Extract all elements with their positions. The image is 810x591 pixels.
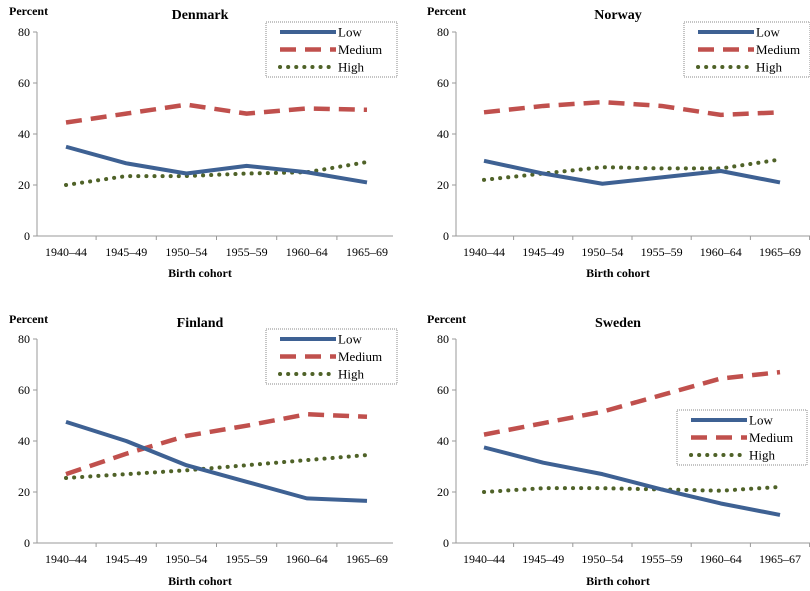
x-tick-label: 1955–59 bbox=[226, 552, 268, 566]
series-line-low bbox=[65, 144, 368, 185]
chart-title: Denmark bbox=[172, 8, 229, 23]
y-tick-label: 80 bbox=[437, 332, 449, 346]
legend-label-low: Low bbox=[749, 413, 773, 428]
x-tick-label: 1955–59 bbox=[641, 245, 683, 259]
series-line-medium bbox=[65, 102, 368, 125]
x-tick-label: 1960–64 bbox=[286, 245, 328, 259]
x-tick-label: 1950–54 bbox=[581, 245, 623, 259]
legend-label-medium: Medium bbox=[749, 430, 793, 445]
legend: Low Medium High bbox=[683, 21, 810, 78]
chart-panel-norway: 0 20 40 60 80 1940–44 1945–49 1950–54 1955–59 196… bbox=[427, 4, 810, 280]
series-line-low bbox=[483, 445, 781, 517]
series-line-medium bbox=[483, 99, 781, 118]
y-tick-label: 80 bbox=[437, 25, 449, 39]
x-tick-label: 1940–44 bbox=[463, 245, 505, 259]
legend: Low Medium High bbox=[265, 328, 398, 385]
y-axis-label: Percent bbox=[427, 4, 466, 18]
legend: Low Medium High bbox=[265, 21, 398, 78]
legend-label-high: High bbox=[749, 448, 776, 463]
y-tick-label: 0 bbox=[443, 229, 449, 243]
x-axis-label: Birth cohort bbox=[168, 266, 232, 280]
x-axis-label: Birth cohort bbox=[168, 574, 232, 588]
chart-panel-finland: 0 20 40 60 80 1940–44 1945–49 1950–54 1955–59 196… bbox=[9, 312, 398, 588]
x-axis-label: Birth cohort bbox=[586, 266, 650, 280]
x-tick-label: 1945–49 bbox=[522, 552, 564, 566]
x-tick-label: 1965–69 bbox=[346, 552, 388, 566]
x-tick-label: 1955–59 bbox=[641, 552, 683, 566]
y-tick-label: 20 bbox=[437, 178, 449, 192]
x-tick-label: 1950–54 bbox=[581, 552, 623, 566]
y-tick-label: 0 bbox=[443, 536, 449, 550]
y-tick-label: 80 bbox=[18, 332, 30, 346]
chart-title: Norway bbox=[594, 8, 641, 23]
x-tick-label: 1960–64 bbox=[700, 552, 742, 566]
y-tick-label: 20 bbox=[437, 485, 449, 499]
x-tick-label: 1965–67 bbox=[759, 552, 801, 566]
legend-label-high: High bbox=[338, 60, 365, 75]
x-axis-label: Birth cohort bbox=[586, 574, 650, 588]
x-tick-label: 1940–44 bbox=[45, 245, 87, 259]
x-tick-label: 1945–49 bbox=[522, 245, 564, 259]
series-line-medium bbox=[483, 369, 781, 437]
legend: Low Medium High bbox=[676, 409, 808, 466]
y-axis-label: Percent bbox=[9, 312, 48, 326]
legend-label-medium: Medium bbox=[338, 42, 382, 57]
x-tick-label: 1950–54 bbox=[165, 245, 207, 259]
y-tick-label: 20 bbox=[18, 178, 30, 192]
x-tick-label: 1940–44 bbox=[45, 552, 87, 566]
x-tick-label: 1960–64 bbox=[700, 245, 742, 259]
y-tick-label: 20 bbox=[18, 485, 30, 499]
x-tick-label: 1965–69 bbox=[346, 245, 388, 259]
y-tick-label: 40 bbox=[18, 434, 30, 448]
chart-panel-denmark: 0 20 40 60 80 1940–44 1945–49 1950–54 1955–59 196… bbox=[9, 4, 398, 280]
series-line-low bbox=[483, 158, 781, 186]
x-tick-label: 1950–54 bbox=[165, 552, 207, 566]
x-tick-label: 1965–69 bbox=[759, 245, 801, 259]
y-tick-label: 0 bbox=[24, 229, 30, 243]
y-tick-label: 80 bbox=[18, 25, 30, 39]
y-tick-label: 60 bbox=[437, 76, 449, 90]
y-tick-label: 60 bbox=[18, 76, 30, 90]
y-axis-label: Percent bbox=[9, 4, 48, 18]
x-tick-label: 1940–44 bbox=[463, 552, 505, 566]
x-tick-label: 1945–49 bbox=[105, 552, 147, 566]
series-line-high bbox=[482, 484, 782, 494]
legend-label-medium: Medium bbox=[338, 349, 382, 364]
legend-label-high: High bbox=[338, 367, 365, 382]
legend-label-low: Low bbox=[338, 332, 362, 347]
legend-label-low: Low bbox=[338, 25, 362, 40]
y-tick-label: 0 bbox=[24, 536, 30, 550]
chart-panel-sweden: 0 20 40 60 80 1940–44 1945–49 1950–54 1955–59 196… bbox=[427, 312, 810, 588]
y-tick-label: 60 bbox=[18, 383, 30, 397]
chart-title: Sweden bbox=[595, 316, 641, 331]
y-axis-label: Percent bbox=[427, 312, 466, 326]
series-line-medium bbox=[65, 411, 368, 477]
series-line-high bbox=[64, 453, 369, 480]
x-tick-label: 1955–59 bbox=[226, 245, 268, 259]
legend-label-low: Low bbox=[756, 25, 780, 40]
y-tick-label: 60 bbox=[437, 383, 449, 397]
series-line-high bbox=[482, 157, 782, 182]
y-tick-label: 40 bbox=[18, 127, 30, 141]
y-tick-label: 40 bbox=[437, 434, 449, 448]
x-tick-label: 1960–64 bbox=[286, 552, 328, 566]
series-line-low bbox=[65, 419, 368, 503]
series-line-high bbox=[64, 160, 369, 187]
legend-label-high: High bbox=[756, 60, 783, 75]
y-tick-label: 40 bbox=[437, 127, 449, 141]
chart-title: Finland bbox=[177, 316, 224, 331]
legend-label-medium: Medium bbox=[756, 42, 800, 57]
x-tick-label: 1945–49 bbox=[105, 245, 147, 259]
